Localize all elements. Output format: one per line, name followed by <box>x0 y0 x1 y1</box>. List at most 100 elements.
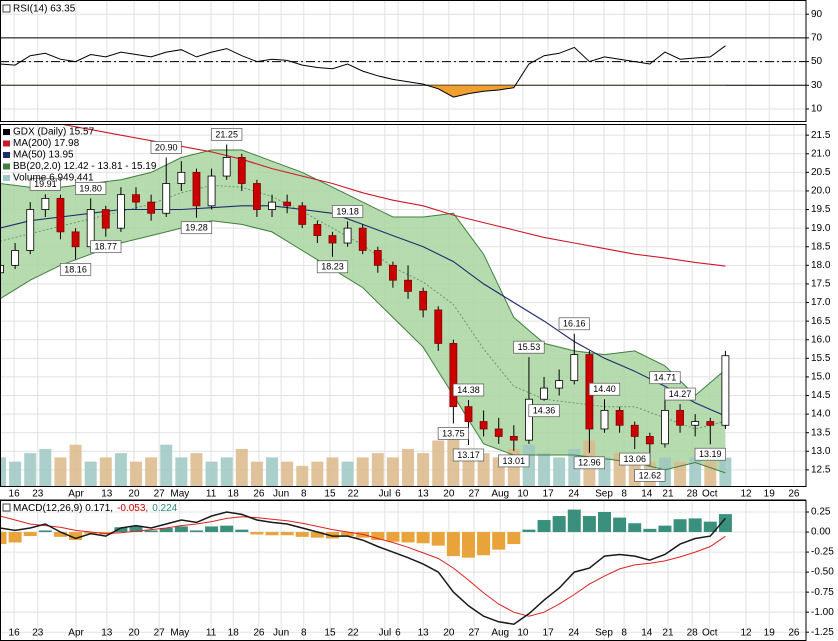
y-tick-label: -0.25 <box>811 547 834 558</box>
volume-bar <box>386 457 399 487</box>
y-tick-label: 12.5 <box>811 465 831 476</box>
y-tick-label: 16.0 <box>811 334 831 345</box>
panel-title: RSI(14) 63.35 <box>13 4 76 15</box>
x-tick-label: 22 <box>348 628 360 639</box>
candle-body <box>26 209 35 251</box>
moving-average <box>57 124 726 267</box>
volume-bar <box>205 461 218 487</box>
x-tick-label: 6 <box>395 489 401 500</box>
price-annotation: 19.18 <box>336 206 359 216</box>
x-tick-label: 12 <box>740 489 752 500</box>
macd-histogram-bar <box>0 532 7 545</box>
price-annotation: 18.16 <box>64 264 87 274</box>
y-tick-label: 14.0 <box>811 409 831 420</box>
price-annotation: 18.23 <box>321 262 344 272</box>
volume-bar <box>432 440 445 487</box>
legend-entry: Volume 6,949,441 <box>13 173 94 184</box>
price-annotation: 20.90 <box>155 142 178 152</box>
volume-bar <box>39 448 52 487</box>
macd-histogram-bar <box>537 520 551 533</box>
macd-histogram-bar <box>325 532 339 539</box>
macd-histogram-bar <box>371 532 385 541</box>
volume-bar <box>719 457 732 487</box>
macd-histogram-bar <box>53 532 67 537</box>
x-tick-label: 13 <box>101 489 113 500</box>
legend-swatch <box>3 152 10 158</box>
volume-bar <box>235 448 248 487</box>
candle-body <box>419 290 428 311</box>
panel-frame <box>0 124 807 487</box>
macd-histogram-bar <box>461 532 475 558</box>
x-tick-label: 15 <box>324 489 336 500</box>
volume-bar <box>9 461 22 487</box>
price-annotation-box <box>452 383 485 397</box>
y-tick-label: -1.00 <box>811 607 834 618</box>
volume-bar <box>477 453 490 487</box>
x-tick-label: 20 <box>128 628 140 639</box>
macd-histogram-bar <box>341 532 355 537</box>
y-tick-label: 13.5 <box>811 427 831 438</box>
x-tick-label: 21 <box>662 489 674 500</box>
macd-histogram-bar <box>386 532 400 542</box>
x-tick-label: 22 <box>348 489 360 500</box>
x-tick-label: 26 <box>788 628 800 639</box>
x-tick-label: 6 <box>395 628 401 639</box>
legend-swatch <box>3 163 10 170</box>
macd-histogram-bar <box>114 527 128 533</box>
macd-histogram-bar <box>235 529 249 533</box>
panel-frame <box>0 0 807 122</box>
candle-body <box>494 428 503 437</box>
volume-bar <box>311 461 324 487</box>
x-tick-label: 24 <box>568 628 580 639</box>
candle-body <box>328 235 337 244</box>
price-annotation-box <box>75 182 107 195</box>
price-annotation-box <box>498 454 530 468</box>
x-tick-label: 26 <box>788 489 800 500</box>
volume-bar <box>99 457 112 487</box>
price-annotation: 12.96 <box>578 458 601 468</box>
macd-histogram-bar <box>310 532 324 538</box>
price-annotation: 13.75 <box>442 428 465 438</box>
macd-histogram-bar <box>401 532 415 543</box>
volume-bar <box>130 461 143 487</box>
candle-body <box>298 205 307 225</box>
y-tick-label: 19.5 <box>811 204 831 215</box>
x-tick-label: Jun <box>273 628 289 639</box>
macd-histogram-bar <box>613 517 627 533</box>
candle-body <box>706 421 715 426</box>
price-annotation-box <box>90 240 122 254</box>
x-tick-label: 20 <box>443 628 455 639</box>
candle-body <box>373 250 382 266</box>
macd-histogram-bar <box>567 509 581 533</box>
y-tick-label: 19.0 <box>811 223 831 234</box>
x-tick-label: 16 <box>9 489 21 500</box>
macd-histogram-bar <box>492 532 506 550</box>
macd-histogram-bar <box>431 532 445 546</box>
volume-bar <box>281 461 294 487</box>
legend-icon <box>2 503 11 512</box>
price-annotation: 14.71 <box>654 373 677 383</box>
panel <box>0 124 806 487</box>
macd-histogram-bar <box>295 532 309 537</box>
y-tick-label: 20.0 <box>811 186 831 197</box>
macd-histogram-bar <box>552 516 566 533</box>
x-tick-label: Sep <box>595 628 613 639</box>
macd-histogram-bar <box>220 525 234 533</box>
macd-histogram-bar <box>174 526 188 533</box>
y-tick-label: 14.5 <box>811 390 831 401</box>
price-annotation-box <box>619 452 651 466</box>
macd-histogram-bar <box>643 528 657 533</box>
macd-histogram-bar <box>688 518 702 533</box>
candle-body <box>237 157 246 184</box>
y-tick-label: 13.0 <box>811 446 831 457</box>
x-tick-label: 13 <box>101 628 113 639</box>
candle-body <box>147 201 156 214</box>
price-annotation: 14.27 <box>669 389 692 399</box>
volume-bar <box>175 457 188 487</box>
y-tick-label: -0.75 <box>811 587 834 598</box>
volume-bar <box>0 457 6 487</box>
macd-histogram-bar <box>477 532 491 556</box>
price-annotation-box <box>558 317 590 331</box>
y-tick-label: 30 <box>811 80 823 91</box>
macd-histogram-bar <box>144 530 158 533</box>
